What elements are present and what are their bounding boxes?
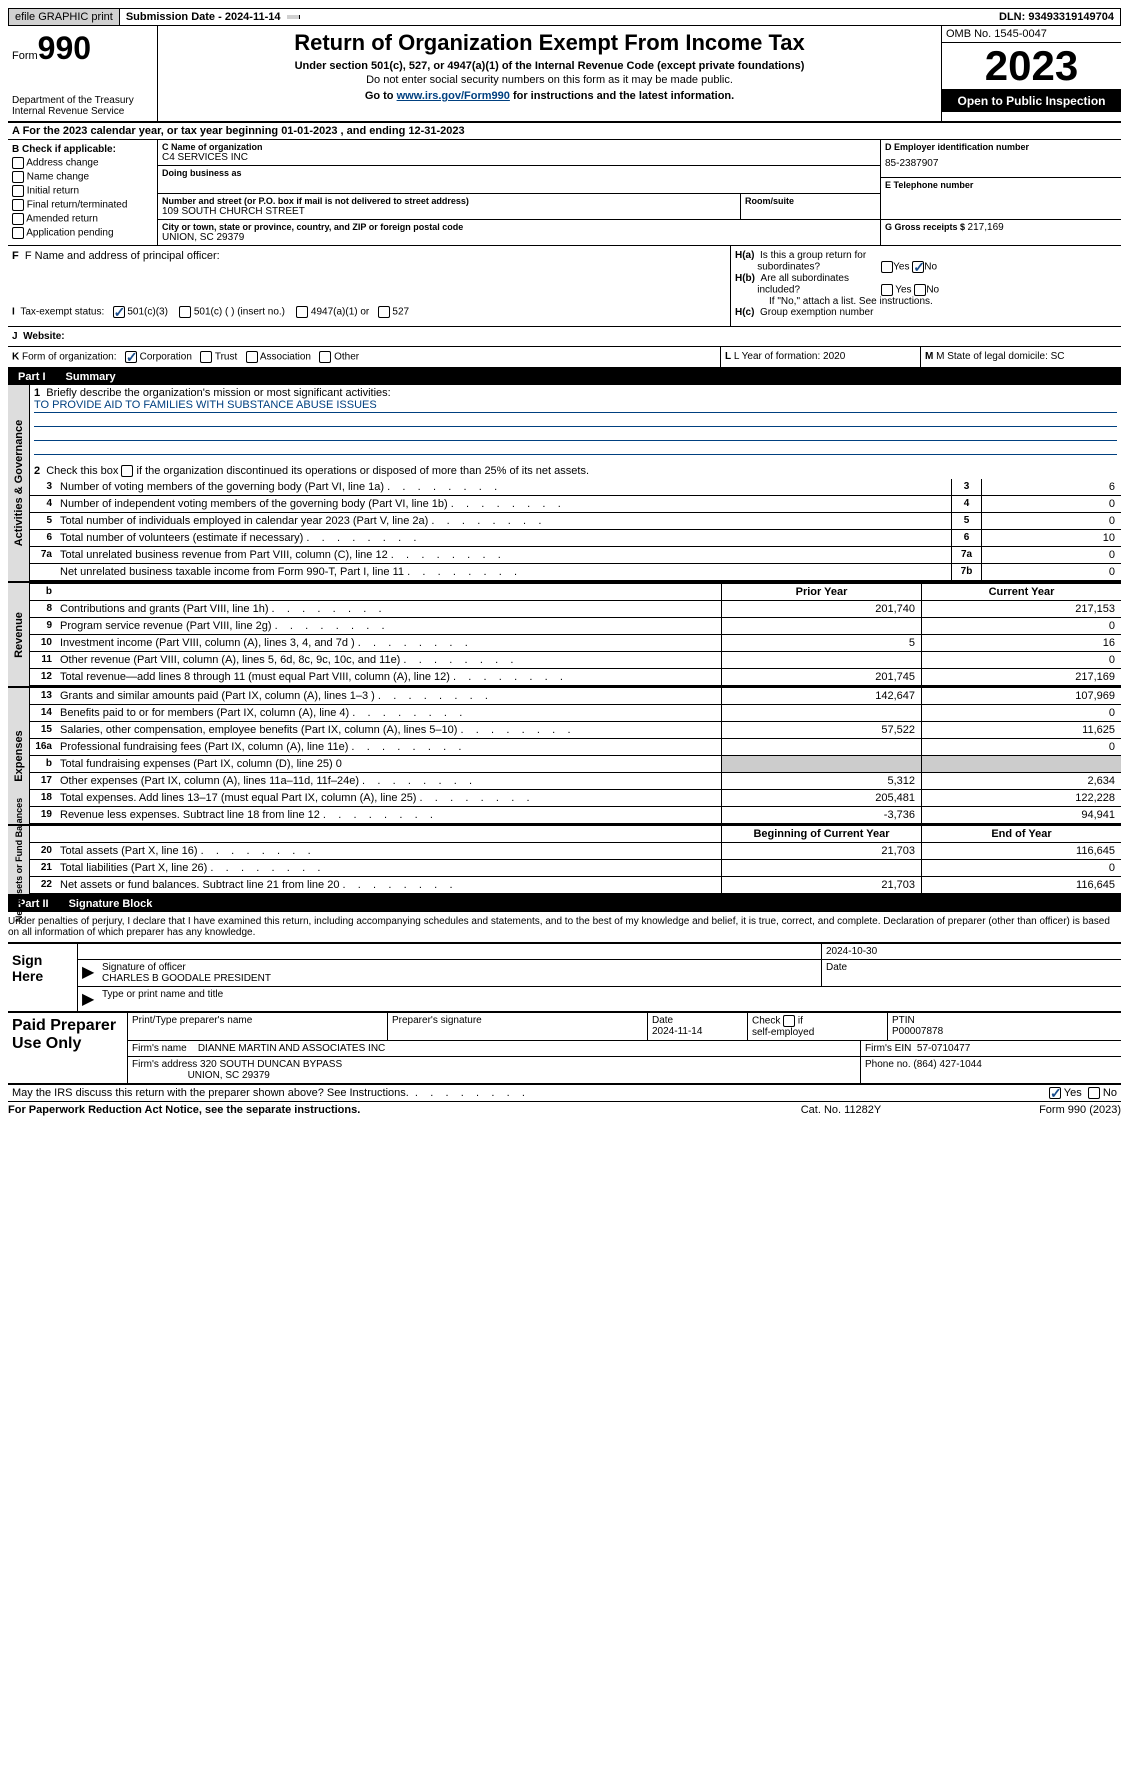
col-d: D Employer identification number85-23879… [881, 140, 1121, 245]
public-inspection: Open to Public Inspection [942, 90, 1121, 112]
section-revenue: Revenue b Prior Year Current Year 8Contr… [8, 583, 1121, 688]
cb-discuss-no[interactable] [1088, 1087, 1100, 1099]
efile-btn[interactable]: efile GRAPHIC print [9, 9, 120, 25]
col-b: B Check if applicable: Address change Na… [8, 140, 158, 245]
block-bcd: B Check if applicable: Address change Na… [8, 140, 1121, 246]
footer: For Paperwork Reduction Act Notice, see … [8, 1102, 1121, 1118]
form-label: Form [12, 50, 38, 62]
row-f-h: F F Name and address of principal office… [8, 246, 1121, 327]
gross-receipts: 217,169 [968, 222, 1004, 233]
firm-ein: 57-0710477 [917, 1043, 970, 1054]
cb-address[interactable] [12, 157, 24, 169]
sign-block: Sign Here 2024-10-30 ▶Signature of offic… [8, 942, 1121, 1013]
cb-hb-no[interactable] [914, 284, 926, 296]
cb-ha-yes[interactable] [881, 261, 893, 273]
omb: OMB No. 1545-0047 [942, 26, 1121, 43]
discuss-row: May the IRS discuss this return with the… [8, 1085, 1121, 1102]
part2-header: Part II Signature Block [8, 896, 1121, 912]
section-net-assets: Net Assets or Fund Balances Beginning of… [8, 826, 1121, 896]
subtitle-1: Under section 501(c), 527, or 4947(a)(1)… [162, 60, 937, 72]
cb-discuss-yes[interactable] [1049, 1087, 1061, 1099]
section-governance: Activities & Governance 1 Briefly descri… [8, 385, 1121, 583]
street: 109 SOUTH CHURCH STREET [162, 206, 736, 217]
irs-link[interactable]: www.irs.gov/Form990 [397, 90, 510, 102]
col-c: C Name of organizationC4 SERVICES INC Do… [158, 140, 881, 245]
cb-discontinued[interactable] [121, 465, 133, 477]
tax-year: 2023 [942, 43, 1121, 90]
ptin: P00007878 [892, 1026, 943, 1037]
cb-name[interactable] [12, 171, 24, 183]
cb-initial[interactable] [12, 185, 24, 197]
cb-hb-yes[interactable] [881, 284, 893, 296]
section-expenses: Expenses 13Grants and similar amounts pa… [8, 688, 1121, 826]
cb-corp[interactable] [125, 351, 137, 363]
cb-501c[interactable] [179, 306, 191, 318]
mission-text: TO PROVIDE AID TO FAMILIES WITH SUBSTANC… [34, 399, 1117, 413]
cb-final[interactable] [12, 199, 24, 211]
cb-amended[interactable] [12, 213, 24, 225]
cb-trust[interactable] [200, 351, 212, 363]
submission-date: Submission Date - 2024-11-14 [120, 9, 287, 25]
cb-other[interactable] [319, 351, 331, 363]
dln: DLN: 93493319149704 [993, 9, 1120, 25]
line-a: A For the 2023 calendar year, or tax yea… [8, 123, 1121, 140]
subtitle-3: Go to www.irs.gov/Form990 for instructio… [162, 90, 937, 102]
preparer-block: Paid Preparer Use Only Print/Type prepar… [8, 1013, 1121, 1085]
row-klm: K Form of organization: Corporation Trus… [8, 347, 1121, 369]
cb-527[interactable] [378, 306, 390, 318]
perjury-text: Under penalties of perjury, I declare th… [8, 912, 1121, 942]
form-header: Form 990 Department of the Treasury Inte… [8, 26, 1121, 123]
cb-4947[interactable] [296, 306, 308, 318]
org-name: C4 SERVICES INC [162, 152, 876, 163]
cb-pending[interactable] [12, 227, 24, 239]
firm-address: 320 SOUTH DUNCAN BYPASS [200, 1059, 342, 1070]
form-number: 990 [38, 30, 91, 67]
cb-assoc[interactable] [246, 351, 258, 363]
cb-self-employed[interactable] [783, 1015, 795, 1027]
row-j: J Website: [8, 327, 1121, 347]
spacer-btn [287, 15, 300, 19]
cb-ha-no[interactable] [912, 261, 924, 273]
dept: Department of the Treasury Internal Reve… [12, 95, 153, 117]
form-title: Return of Organization Exempt From Incom… [162, 30, 937, 56]
top-bar: efile GRAPHIC print Submission Date - 20… [8, 8, 1121, 26]
vtab-rev: Revenue [13, 612, 25, 658]
firm-name: DIANNE MARTIN AND ASSOCIATES INC [198, 1043, 385, 1054]
vtab-net: Net Assets or Fund Balances [14, 798, 24, 922]
cb-501c3[interactable] [113, 306, 125, 318]
vtab-exp: Expenses [13, 730, 25, 781]
part1-header: Part I Summary [8, 369, 1121, 385]
city: UNION, SC 29379 [162, 232, 876, 243]
subtitle-2: Do not enter social security numbers on … [162, 74, 937, 86]
firm-phone: (864) 427-1044 [913, 1059, 981, 1070]
vtab-gov: Activities & Governance [13, 420, 25, 547]
ein: 85-2387907 [885, 152, 1117, 175]
officer-name: CHARLES B GOODALE PRESIDENT [102, 973, 271, 984]
